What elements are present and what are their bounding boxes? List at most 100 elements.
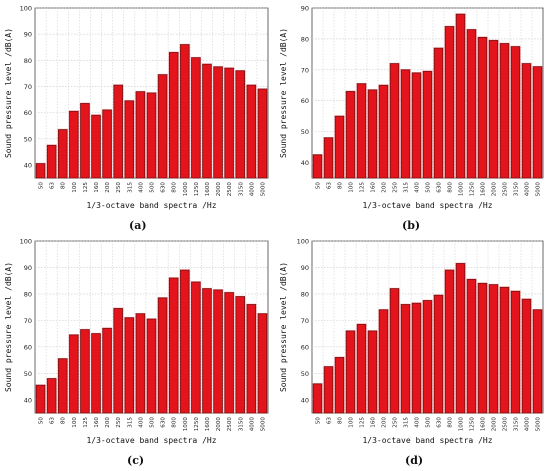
x-tick-label: 500 — [426, 182, 432, 193]
x-tick-label: 3150 — [514, 182, 520, 197]
y-tick-label: 60 — [301, 343, 309, 351]
bar-1000 — [180, 269, 190, 414]
bar-160 — [91, 114, 101, 179]
x-tick-label: 250 — [393, 417, 399, 428]
bar-315 — [124, 100, 135, 179]
bar-315 — [124, 317, 135, 414]
y-tick-label: 60 — [24, 109, 32, 117]
y-tick-label: 60 — [24, 343, 32, 351]
bar-63 — [323, 366, 334, 414]
panel-label-b: (b) — [402, 219, 421, 232]
x-tick-label: 100 — [349, 182, 355, 193]
x-tick-label: 2500 — [227, 182, 233, 197]
bar-315 — [400, 69, 411, 179]
x-tick-label: 630 — [161, 417, 167, 428]
x-tick-label: 50 — [39, 417, 45, 425]
panel-label-a: (a) — [129, 219, 147, 232]
x-tick-label: 4000 — [249, 417, 255, 432]
x-tick-label: 1250 — [470, 182, 476, 197]
x-tick-label: 2500 — [503, 417, 509, 432]
bar-100 — [69, 334, 79, 414]
y-axis-label: Sound pressure level /dB(A) — [4, 28, 13, 158]
x-tick-label: 1600 — [481, 182, 487, 197]
x-tick-label: 315 — [404, 417, 410, 428]
x-tick-label: 200 — [382, 417, 388, 428]
bar-200 — [378, 84, 389, 179]
chart-panel-c: 40 50 60 70 80 90 100 50 63 80 100 125 160 200 250 315 4… — [0, 235, 275, 471]
bar-63 — [46, 144, 57, 179]
x-tick-label: 3150 — [238, 182, 244, 197]
x-tick-label: 125 — [360, 417, 366, 428]
bar-5000 — [532, 66, 543, 179]
bar-2500 — [499, 43, 510, 179]
chart-svg-b: 40 50 60 70 80 90 50 63 80 100 125 160 200 250 315 400 5… — [279, 5, 544, 210]
bar-50 — [35, 163, 46, 179]
x-tick-label: 4000 — [525, 182, 531, 197]
x-tick-label: 80 — [61, 417, 67, 425]
y-tick-label: 70 — [301, 317, 309, 325]
x-tick-label: 1000 — [459, 182, 465, 197]
x-tick-label: 50 — [316, 417, 322, 425]
y-tick-label: 60 — [301, 97, 309, 105]
x-tick-label: 125 — [360, 182, 366, 193]
x-tick-label: 160 — [371, 417, 377, 428]
x-tick-label: 5000 — [260, 182, 266, 197]
x-tick-label: 5000 — [536, 182, 542, 197]
x-tick-label: 630 — [437, 182, 443, 193]
y-tick-label: 50 — [24, 135, 32, 143]
x-tick-label: 3150 — [514, 417, 520, 432]
bar-4000 — [246, 304, 257, 414]
bar-500 — [422, 70, 433, 179]
bar-50 — [312, 154, 323, 179]
y-tick-label: 80 — [24, 290, 32, 298]
bar-1000 — [180, 44, 190, 179]
bar-800 — [444, 269, 455, 414]
y-tick-label: 90 — [24, 31, 32, 39]
bar-5000 — [257, 88, 268, 179]
x-tick-label: 250 — [116, 417, 122, 428]
x-tick-label: 100 — [72, 182, 78, 193]
x-tick-label: 500 — [150, 182, 156, 193]
bar-250 — [113, 84, 123, 179]
bar-250 — [389, 288, 400, 414]
bar-400 — [135, 91, 146, 179]
x-tick-label: 200 — [382, 182, 388, 193]
bar-5000 — [257, 313, 268, 414]
chart-panel-b: 40 50 60 70 80 90 50 63 80 100 125 160 200 250 315 400 5… — [275, 0, 550, 235]
x-tick-label: 4000 — [525, 417, 531, 432]
bar-80 — [334, 357, 345, 414]
x-tick-label: 3150 — [238, 417, 244, 432]
panel-label-c: (c) — [127, 454, 145, 467]
chart-panel-a: 40 50 60 70 80 90 100 50 63 80 100 125 160 200 250 315 4… — [0, 0, 275, 235]
bar-1600 — [477, 282, 488, 414]
x-tick-label: 200 — [105, 417, 111, 428]
x-axis-label: 1/3-octave band spectra /Hz — [362, 201, 492, 210]
x-tick-label: 500 — [426, 417, 432, 428]
x-tick-label: 63 — [327, 417, 333, 425]
x-tick-label: 125 — [83, 182, 89, 193]
y-tick-label: 90 — [301, 5, 309, 13]
x-tick-label: 160 — [371, 182, 377, 193]
bar-2500 — [224, 67, 234, 179]
x-tick-label: 50 — [316, 182, 322, 190]
bar-2000 — [488, 284, 499, 414]
y-tick-label: 100 — [20, 5, 32, 13]
bar-1000 — [455, 13, 466, 179]
x-tick-label: 1250 — [470, 417, 476, 432]
bar-1000 — [455, 263, 466, 414]
x-tick-label: 250 — [393, 182, 399, 193]
y-tick-label: 90 — [301, 264, 309, 272]
y-tick-label: 80 — [301, 290, 309, 298]
bar-80 — [58, 358, 68, 414]
y-tick-label: 80 — [24, 57, 32, 65]
x-tick-label: 2000 — [492, 182, 498, 197]
x-tick-label: 400 — [415, 182, 421, 193]
bar-160 — [367, 330, 378, 414]
chart-svg-a: 40 50 60 70 80 90 100 50 63 80 100 125 160 200 250 315 4… — [4, 5, 269, 210]
bar-2500 — [499, 286, 510, 414]
bar-100 — [69, 110, 79, 179]
x-tick-label: 63 — [50, 417, 56, 425]
y-axis-label: Sound pressure level /dB(A) — [279, 262, 288, 392]
y-tick-label: 50 — [301, 128, 309, 136]
y-tick-label: 50 — [24, 370, 32, 378]
